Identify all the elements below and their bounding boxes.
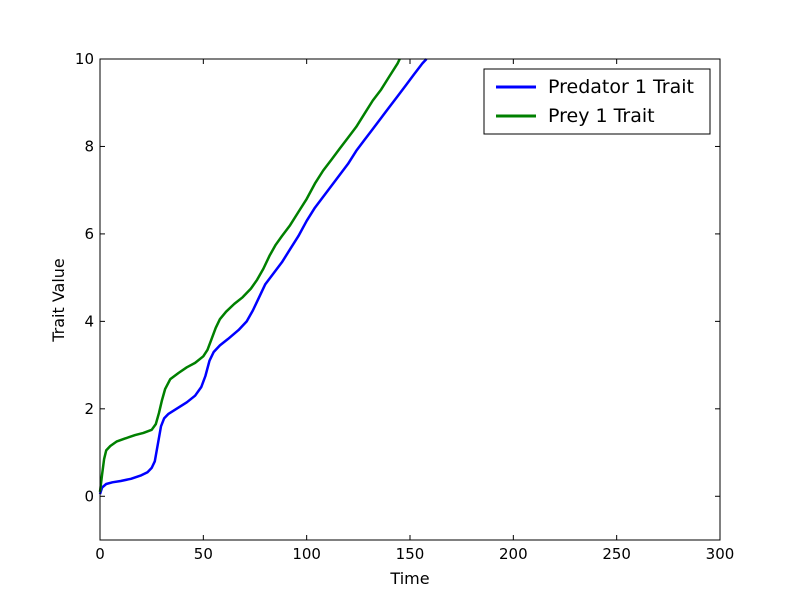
y-tick-label: 4 [84, 312, 94, 330]
y-tick-label: 2 [84, 400, 94, 418]
x-tick-label: 200 [499, 545, 528, 563]
legend-label-predator: Predator 1 Trait [548, 76, 694, 98]
series-line-1 [98, 58, 401, 493]
legend-frame [483, 68, 711, 135]
x-tick-label: 0 [95, 545, 105, 563]
x-tick-label: 300 [706, 545, 735, 563]
x-axis-label: Time [389, 569, 429, 588]
plot-lines [98, 58, 428, 495]
y-axis-ticks: 0 2 4 6 8 10 [75, 50, 720, 505]
y-axis-label: Trait Value [49, 258, 68, 343]
y-tick-label: 8 [84, 137, 94, 155]
y-tick-label: 10 [75, 50, 94, 68]
x-tick-label: 250 [602, 545, 631, 563]
x-tick-label: 100 [292, 545, 321, 563]
y-tick-label: 6 [84, 225, 94, 243]
x-tick-label: 50 [194, 545, 213, 563]
y-tick-label: 0 [84, 487, 94, 505]
x-tick-label: 150 [396, 545, 425, 563]
series-line-0 [98, 58, 428, 495]
x-axis-ticks: 0 50 100 150 200 250 300 [95, 59, 734, 563]
legend: Predator 1 Trait Prey 1 Trait [483, 68, 711, 135]
legend-label-prey: Prey 1 Trait [548, 105, 655, 127]
